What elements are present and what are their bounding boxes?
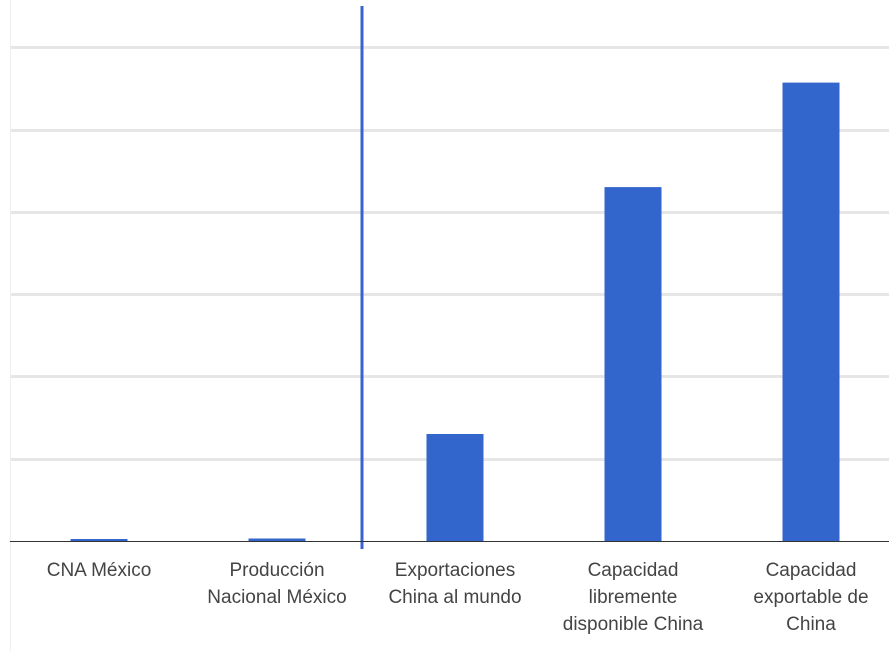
category-label-2-line-1: Producción — [229, 560, 324, 581]
bar-3 — [426, 434, 484, 541]
category-label-3-line-1: Exportaciones — [395, 560, 515, 581]
bars — [70, 82, 840, 541]
bar-2 — [248, 538, 306, 541]
category-label-3-line-2: China al mundo — [388, 587, 521, 608]
category-label-1-line-1: CNA México — [47, 560, 152, 581]
category-label-1: CNA México — [47, 560, 152, 581]
bar-5 — [782, 82, 840, 541]
bar-4 — [604, 187, 662, 541]
bar-1 — [70, 539, 128, 541]
category-label-4: Capacidad libremente disponible China — [563, 560, 704, 635]
category-label-2-line-2: Nacional México — [207, 587, 346, 608]
category-label-3: Exportaciones China al mundo — [388, 560, 521, 608]
category-labels: CNA México Producción Nacional México Expor… — [47, 560, 869, 635]
gridlines — [10, 0, 889, 651]
category-label-5-line-3: China — [786, 614, 836, 635]
category-label-4-line-1: Capacidad — [588, 560, 679, 581]
category-label-5-line-1: Capacidad — [766, 560, 857, 581]
category-label-5: Capacidad exportable de China — [753, 560, 868, 635]
category-label-5-line-2: exportable de — [753, 587, 868, 608]
category-label-4-line-3: disponible China — [563, 614, 704, 635]
category-label-2: Producción Nacional México — [207, 560, 346, 608]
category-label-4-line-2: libremente — [589, 587, 678, 608]
